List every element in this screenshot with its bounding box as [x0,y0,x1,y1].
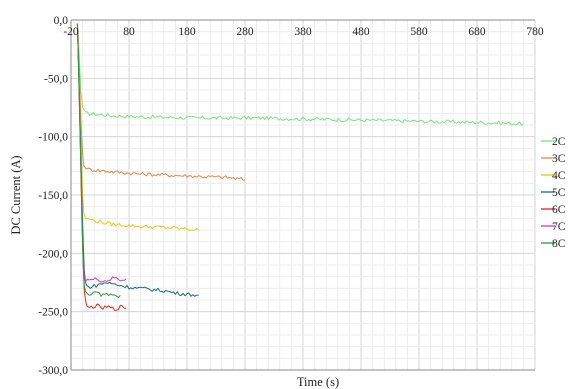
y-tick-label: -150,0 [38,190,68,202]
x-tick-label: 80 [123,26,135,38]
x-tick-label: 480 [352,26,370,38]
x-tick-label: 280 [236,26,254,38]
series-line-2c [76,23,524,126]
legend-label-8c: 8C [552,238,566,250]
x-tick-label: 180 [178,26,196,38]
series-line-7c [76,23,127,283]
y-tick-label: -100,0 [38,132,68,144]
x-tick-label: 780 [526,26,544,38]
x-tick-label: 580 [410,26,428,38]
legend-label-3c: 3C [552,153,566,165]
y-tick-label: -50,0 [44,73,68,85]
x-tick-label: 380 [294,26,312,38]
series-line-3c [76,23,246,181]
series-line-5c [76,23,199,297]
series-line-8c [76,23,121,298]
x-tick-label: 680 [468,26,486,38]
series-line-4c [76,23,199,231]
y-axis-label: DC Current (A) [9,155,23,234]
legend-label-4c: 4C [552,170,566,182]
axes [70,19,535,371]
y-tick-label: -300,0 [38,365,68,377]
series-group [76,23,524,311]
legend-label-6c: 6C [552,204,566,216]
x-axis-label: Time (s) [297,375,339,389]
x-tick-label: -20 [63,26,79,38]
y-tick-label: -250,0 [38,307,68,319]
legend-label-2c: 2C [552,136,566,148]
tick-labels: -20 80 180 280 380 480 580 680 780 0,0 -50,0 -100,0… [38,15,544,377]
legend-label-5c: 5C [552,187,566,199]
y-tick-label: 0,0 [54,15,69,27]
grid [70,19,536,371]
legend: 2C 3C 4C 5C 6C 7C 8C [541,136,566,250]
legend-label-7c: 7C [552,221,566,233]
y-tick-label: -200,0 [38,248,68,260]
